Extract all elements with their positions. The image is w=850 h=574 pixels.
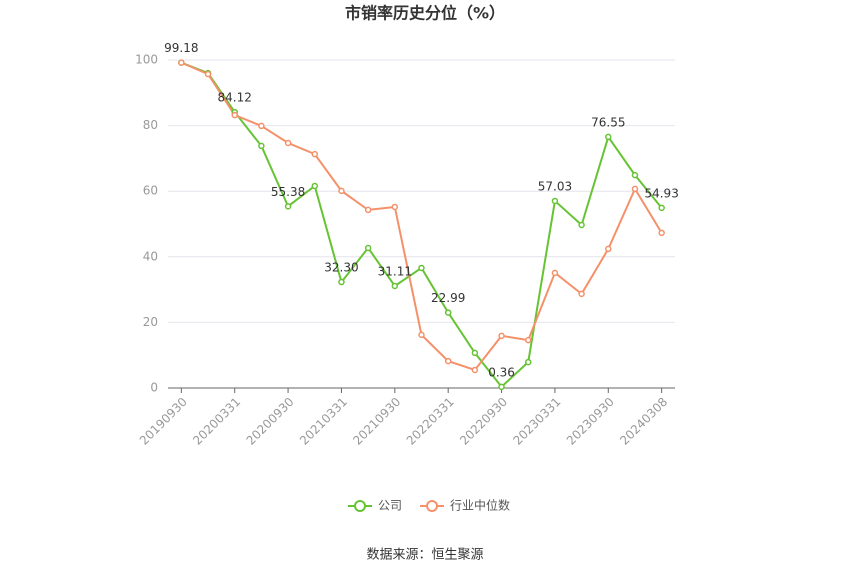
y-tick-label: 40 — [143, 249, 158, 263]
legend-marker — [354, 500, 366, 512]
point — [605, 133, 612, 141]
legend-marker — [426, 500, 439, 512]
data-label: 84.12 — [218, 91, 252, 105]
point — [471, 349, 479, 357]
point — [204, 70, 212, 78]
x-tick-label: 20190930 — [137, 395, 190, 448]
series-line — [180, 61, 663, 372]
point — [471, 366, 479, 374]
data-label: 57.03 — [538, 179, 572, 193]
x-tick-label: 20230331 — [510, 395, 563, 448]
point — [338, 187, 345, 195]
y-tick-label: 0 — [150, 381, 158, 395]
point — [578, 221, 585, 229]
point — [258, 142, 265, 150]
point — [578, 290, 585, 298]
point — [444, 357, 452, 365]
data-label: 99.18 — [164, 41, 198, 55]
data-label: 31.11 — [378, 264, 412, 278]
point — [658, 229, 665, 237]
point — [631, 185, 639, 193]
y-tick-label: 20 — [143, 315, 158, 329]
point — [284, 203, 292, 210]
source-note: 数据来源：恒生聚源 — [366, 548, 483, 563]
point — [551, 269, 559, 277]
point — [444, 309, 452, 316]
point — [418, 331, 425, 339]
x-tick-label: 20240308 — [617, 395, 670, 448]
x-tick-label: 20200331 — [190, 395, 243, 448]
point — [524, 358, 532, 366]
point — [605, 245, 612, 253]
x-tick-label: 20210930 — [350, 395, 403, 448]
point — [391, 282, 399, 290]
point — [524, 336, 532, 344]
point — [311, 182, 319, 190]
x-tick-label: 20210331 — [297, 395, 350, 448]
x-tick-label: 20220331 — [404, 395, 457, 448]
point — [418, 264, 425, 272]
y-tick-label: 80 — [143, 118, 158, 132]
x-tick-label: 20200930 — [244, 395, 297, 448]
point — [658, 204, 665, 212]
point — [178, 59, 185, 66]
data-label: 54.93 — [644, 186, 678, 200]
point — [284, 139, 292, 147]
legend-label: 公司 — [378, 499, 402, 513]
x-tick-label: 20220930 — [457, 395, 510, 448]
y-tick-label: 100 — [135, 53, 158, 67]
point — [311, 150, 319, 158]
data-label: 55.38 — [271, 185, 305, 199]
point — [551, 197, 559, 205]
series-line — [180, 61, 663, 389]
point — [364, 244, 372, 252]
data-label: 32.30 — [324, 261, 358, 275]
point — [498, 332, 505, 340]
x-tick-label: 20230930 — [564, 395, 617, 448]
legend-label: 行业中位数 — [450, 498, 510, 513]
point — [391, 203, 399, 211]
data-label: 76.55 — [591, 115, 625, 129]
point — [364, 206, 372, 214]
point — [231, 111, 238, 119]
point — [258, 122, 265, 130]
data-label: 22.99 — [431, 291, 465, 305]
data-label: 0.36 — [488, 365, 515, 379]
y-tick-label: 60 — [143, 184, 158, 198]
point — [498, 383, 505, 391]
point — [631, 171, 639, 179]
chart-title: 市销率历史分位（%） — [345, 4, 505, 23]
point — [338, 278, 345, 286]
